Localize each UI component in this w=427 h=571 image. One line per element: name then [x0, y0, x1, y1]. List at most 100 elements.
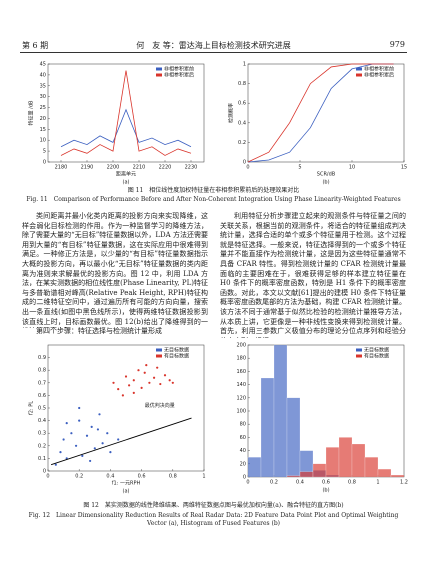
- legend-label: 有目标数据: [364, 353, 389, 360]
- series-line: [60, 70, 192, 156]
- legend-swatch: [156, 348, 162, 352]
- legend-label: 非相参积累后: [164, 72, 194, 79]
- x-tick-label: 5: [298, 165, 301, 171]
- scatter-point: [152, 376, 156, 379]
- right-paragraph: 利用特征分析步骤建立起来的观测条件与特征量之间的关联关系，根据当前的观测条件，将…: [220, 212, 406, 338]
- series-line: [247, 63, 394, 163]
- x-tick-label: 10: [349, 165, 355, 171]
- scatter-point: [74, 444, 78, 447]
- legend-swatch: [356, 348, 362, 352]
- y-tick-label: 40: [40, 72, 46, 78]
- y-tick-label: 0: [43, 469, 46, 475]
- figure-12a: 0 0.2 0.4 0.6 0.8 1 0 0.1 0.2 0.3 0.4 0.5 0.6 0.7 0.8 0…: [29, 344, 206, 495]
- y-tick-label: 0: [243, 160, 246, 166]
- histogram-bar: [338, 437, 353, 478]
- y-axis-label: f2: PL: [29, 401, 35, 415]
- header-rule: [20, 52, 407, 53]
- scatter-point: [90, 425, 93, 428]
- x-tick-label: 0.6: [138, 474, 146, 480]
- scatter-point: [168, 379, 171, 382]
- y-tick-label: 15: [40, 127, 46, 133]
- y-tick-label: 0: [243, 475, 246, 481]
- legend-swatch: [356, 73, 362, 77]
- scatter-point: [78, 419, 81, 422]
- scatter-point: [59, 451, 62, 454]
- scatter-point: [78, 406, 81, 410]
- x-tick-label: 2220: [159, 165, 172, 171]
- running-title: 何 友 等：雷达海上目标检测技术研究进展: [136, 41, 291, 50]
- x-tick-label: 0.2: [75, 474, 83, 480]
- figure-11-caption-cn: 图 11 相位线性度加权特征量在非相参积累前后的处理效果对比: [127, 187, 300, 194]
- legend-label: 非相参积累前: [364, 66, 394, 73]
- y-tick-label: 20: [240, 461, 246, 467]
- scatter-point: [101, 442, 104, 445]
- y-tick-label: 25: [40, 105, 46, 111]
- scatter-point: [106, 432, 109, 435]
- legend-swatch: [156, 67, 162, 71]
- x-tick-label: 0: [46, 474, 49, 480]
- figure-12b: 0 0.2 0.4 0.6 0.8 1 1.2 0 20 40 60 80 100 120 140 160 18…: [236, 343, 408, 494]
- annotation: 最优判决向量: [145, 402, 175, 409]
- y-tick-label: 35: [40, 83, 46, 89]
- histogram-bar: [377, 468, 392, 478]
- y-tick-label: 100: [236, 409, 246, 415]
- scatter-point: [70, 432, 73, 435]
- y-axis-label: 检测概率: [228, 103, 235, 123]
- y-tick-label: 0.8: [38, 368, 46, 374]
- histogram-bar: [364, 457, 379, 478]
- x-tick-label: 0.4: [106, 474, 114, 480]
- histogram-bar: [286, 397, 301, 478]
- y-tick-label: 140: [236, 382, 246, 388]
- x-tick-label: 1: [376, 480, 379, 486]
- x-tick-label: 0.2: [270, 480, 278, 486]
- x-tick-label: 2200: [107, 165, 120, 171]
- series-line: [60, 108, 192, 148]
- scatter-point: [81, 454, 84, 457]
- y-tick-label: 0.9: [38, 355, 46, 361]
- figure-11b: 0 5 10 15 0 0.2 0.4 0.6 0.8 1 SCR/dB 检测概率 (b) 非相参积累前非…: [228, 62, 408, 186]
- histogram-bar: [260, 377, 275, 478]
- histogram-bar: [299, 471, 314, 478]
- y-tick-label: 0.4: [238, 120, 246, 126]
- subcaption: (b): [322, 180, 329, 186]
- series-line: [247, 63, 394, 163]
- y-tick-label: 0.4: [38, 418, 46, 424]
- scatter-point: [117, 438, 120, 441]
- y-tick-label: 45: [40, 62, 46, 68]
- y-tick-label: 1: [243, 62, 246, 68]
- y-tick-label: 160: [236, 369, 246, 375]
- y-tick-label: 0.1: [38, 456, 46, 462]
- y-tick-label: 0.2: [238, 140, 246, 146]
- legend-label: 非相参积累前: [164, 66, 194, 73]
- scatter-point: [163, 374, 167, 377]
- legend-label: 非相参积累后: [364, 72, 394, 79]
- histogram-bar: [286, 475, 301, 478]
- histogram-bar: [273, 344, 288, 478]
- scatter-point: [62, 438, 65, 441]
- y-tick-label: 200: [236, 343, 246, 349]
- x-axis-label: 距离单元: [116, 171, 136, 178]
- scatter-point: [171, 381, 174, 384]
- y-tick-label: 0: [43, 160, 46, 166]
- x-tick-label: 0.4: [296, 480, 304, 486]
- issue: 第 6 期: [22, 41, 49, 50]
- x-tick-label: 2180: [55, 165, 68, 171]
- y-axis-label: 特征量 /dB: [28, 100, 35, 125]
- page-number: 979: [389, 40, 405, 49]
- scatter-point: [85, 434, 89, 437]
- legend-swatch: [356, 67, 362, 71]
- scatter-point: [156, 366, 159, 369]
- scatter-point: [96, 428, 100, 431]
- y-tick-label: 60: [240, 435, 246, 441]
- left-heading: 第四个步骤：特征选择与检测统计量形成: [36, 327, 162, 335]
- histogram-bar: [351, 443, 366, 478]
- scatter-point: [124, 375, 128, 378]
- scatter-point: [65, 422, 68, 425]
- scatter-point: [140, 386, 143, 389]
- scatter-point: [117, 388, 120, 391]
- scatter-point: [121, 394, 124, 397]
- figure-11-caption-en: Fig. 11 Comparison of Performance Before…: [26, 196, 401, 203]
- y-tick-label: 30: [40, 94, 46, 100]
- x-axis-label: f1: 一元RPH: [112, 481, 141, 487]
